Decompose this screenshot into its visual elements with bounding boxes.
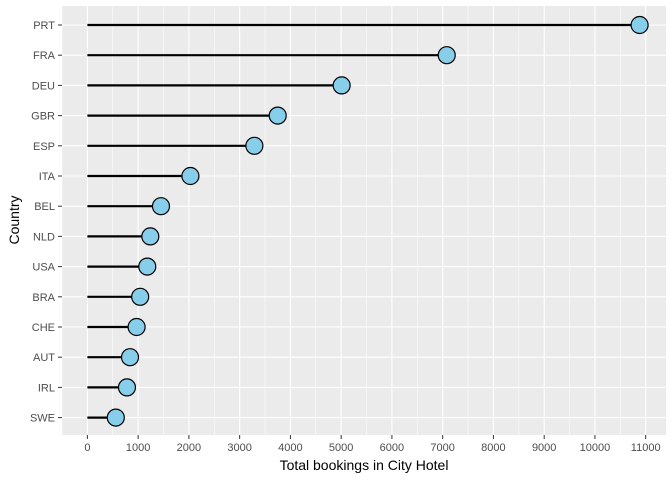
y-tick-label-nld: NLD [33,231,55,243]
x-tick-label: 4000 [278,442,302,454]
x-tick-label: 6000 [380,442,404,454]
y-tick-label-irl: IRL [38,382,55,394]
grid-minor [61,6,621,435]
x-axis: 0 1000 2000 3000 4000 5000 6000 7000 8000 9000 100… [84,435,661,454]
x-tick-label: 11000 [631,442,661,454]
x-tick-label: 3000 [227,442,251,454]
point-aut [120,348,140,367]
y-tick-label-fra: FRA [33,50,56,62]
point-usa [138,257,157,276]
y-axis-title: Country [6,195,22,244]
point-ita [181,166,200,186]
lollipop-points [106,15,649,427]
x-tick-label: 0 [84,442,90,454]
y-tick-label-gbr: GBR [31,111,55,123]
x-tick-label: 9000 [532,442,556,454]
point-swe [106,408,125,427]
point-prt [630,15,649,35]
point-esp [245,136,264,155]
y-tick-label-swe: SWE [30,413,55,425]
point-che [127,317,146,337]
y-tick-label-deu: DEU [32,80,55,92]
y-tick-label-bra: BRA [32,292,55,304]
x-tick-label: 7000 [430,442,454,454]
x-tick-label: 2000 [177,442,201,454]
point-irl [117,378,137,397]
point-gbr [268,106,287,125]
point-deu [332,76,351,95]
y-axis: PRT FRA DEU GBR ESP ITA BEL NLD USA BRA CHE AUT IRL S… [30,20,62,425]
y-tick-label-prt: PRT [33,20,55,32]
x-tick-label: 1000 [126,442,150,454]
y-tick-label-aut: AUT [33,352,55,364]
point-bra [131,287,150,306]
plot-panel [62,6,666,435]
x-axis-title: Total bookings in City Hotel [280,457,449,473]
y-tick-label-ita: ITA [39,171,56,183]
point-bel [151,197,171,216]
y-tick-label-che: CHE [32,322,55,334]
y-tick-label-esp: ESP [33,141,55,153]
lollipop-segments [87,23,640,419]
point-fra [437,46,456,65]
y-tick-label-usa: USA [32,262,55,274]
x-tick-label: 10000 [580,442,611,454]
y-tick-label-bel: BEL [34,201,55,213]
x-tick-label: 8000 [481,442,505,454]
x-tick-label: 5000 [329,442,353,454]
point-nld [141,227,160,246]
